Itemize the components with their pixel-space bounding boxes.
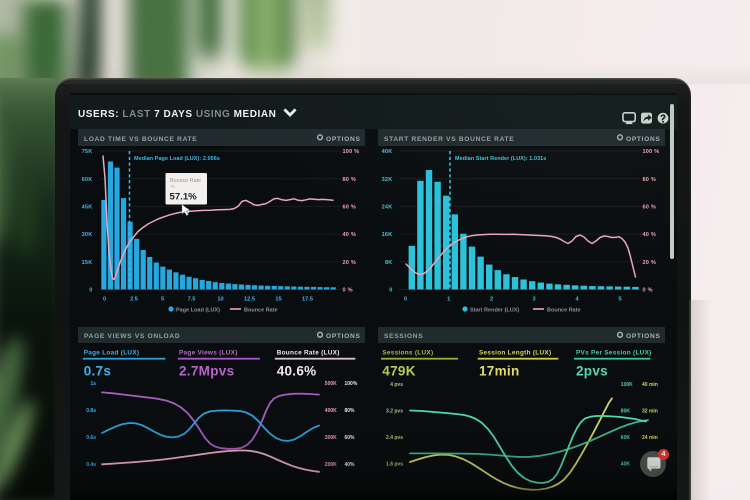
svg-text:80%: 80% xyxy=(345,408,356,414)
svg-text:Sessions (LUX): Sessions (LUX) xyxy=(382,350,433,357)
svg-text:1.6 pvs: 1.6 pvs xyxy=(386,462,403,468)
svg-text:Page Load (LUX): Page Load (LUX) xyxy=(84,350,140,357)
svg-text:0.7s: 0.7s xyxy=(84,364,111,379)
svg-text:5: 5 xyxy=(618,297,621,303)
svg-text:100K: 100K xyxy=(621,382,633,388)
svg-text:75K: 75K xyxy=(82,149,93,155)
svg-text:17min: 17min xyxy=(479,364,520,379)
svg-text:Page Views (LUX): Page Views (LUX) xyxy=(179,350,238,357)
svg-text:3: 3 xyxy=(532,297,535,303)
svg-text:100%: 100% xyxy=(345,381,358,387)
svg-text:0 %: 0 % xyxy=(343,288,353,294)
svg-text:40.6%: 40.6% xyxy=(277,364,317,379)
svg-text:10: 10 xyxy=(217,297,223,303)
svg-text:80 %: 80 % xyxy=(643,177,657,183)
svg-text:Page Load (LUX): Page Load (LUX) xyxy=(176,308,220,314)
svg-text:0: 0 xyxy=(103,297,106,303)
svg-text:Bounce Rate: Bounce Rate xyxy=(547,308,581,314)
svg-text:Start Render (LUX): Start Render (LUX) xyxy=(470,308,519,314)
svg-text:5: 5 xyxy=(161,297,164,303)
svg-text:7s: 7s xyxy=(170,184,176,189)
svg-text:80K: 80K xyxy=(621,409,631,415)
svg-text:32 min: 32 min xyxy=(642,409,658,415)
svg-text:60K: 60K xyxy=(82,177,93,183)
svg-text:2.4 pvs: 2.4 pvs xyxy=(386,435,403,441)
svg-text:12.5: 12.5 xyxy=(244,297,255,303)
svg-text:3.2 pvs: 3.2 pvs xyxy=(386,409,403,415)
svg-text:40 min: 40 min xyxy=(642,382,658,388)
svg-text:60%: 60% xyxy=(345,435,356,441)
svg-text:OPTIONS: OPTIONS xyxy=(326,136,361,143)
svg-text:0: 0 xyxy=(89,288,92,294)
svg-text:15: 15 xyxy=(275,297,281,303)
svg-text:200K: 200K xyxy=(325,462,337,468)
svg-text:START RENDER VS BOUNCE RATE: START RENDER VS BOUNCE RATE xyxy=(384,136,514,143)
svg-text:2: 2 xyxy=(490,297,493,303)
svg-text:Bounce Rate: Bounce Rate xyxy=(244,308,278,314)
svg-text:OPTIONS: OPTIONS xyxy=(626,333,661,340)
svg-text:0.4s: 0.4s xyxy=(86,462,96,468)
svg-text:0 %: 0 % xyxy=(643,288,653,294)
svg-text:40K: 40K xyxy=(382,149,393,155)
svg-text:60 %: 60 % xyxy=(643,205,657,211)
svg-text:100 %: 100 % xyxy=(643,149,660,155)
svg-text:40%: 40% xyxy=(345,462,356,468)
svg-text:PAGE VIEWS VS ONLOAD: PAGE VIEWS VS ONLOAD xyxy=(84,333,180,340)
svg-text:24K: 24K xyxy=(382,205,393,211)
svg-text:Bounce Rate (LUX): Bounce Rate (LUX) xyxy=(277,350,340,357)
svg-text:8K: 8K xyxy=(385,260,393,266)
svg-text:80 %: 80 % xyxy=(343,177,357,183)
svg-text:4: 4 xyxy=(575,297,579,303)
svg-text:40 %: 40 % xyxy=(343,232,357,238)
svg-text:OPTIONS: OPTIONS xyxy=(626,136,661,143)
svg-text:PVs Per Session (LUX): PVs Per Session (LUX) xyxy=(576,350,652,357)
svg-text:0.6s: 0.6s xyxy=(86,435,96,441)
svg-text:24 min: 24 min xyxy=(642,435,658,441)
svg-text:LOAD TIME VS BOUNCE RATE: LOAD TIME VS BOUNCE RATE xyxy=(84,136,197,143)
svg-text:Session Length (LUX): Session Length (LUX) xyxy=(479,350,551,357)
svg-text:4 pvs: 4 pvs xyxy=(390,382,403,388)
svg-text:2.7Mpvs: 2.7Mpvs xyxy=(179,364,234,379)
svg-text:17.5: 17.5 xyxy=(302,297,313,303)
svg-text:32K: 32K xyxy=(382,177,393,183)
svg-text:2pvs: 2pvs xyxy=(576,364,608,379)
svg-text:OPTIONS: OPTIONS xyxy=(326,333,361,340)
svg-text:30K: 30K xyxy=(82,232,93,238)
svg-text:500K: 500K xyxy=(325,381,337,387)
svg-text:40K: 40K xyxy=(621,462,631,468)
svg-text:57.1%: 57.1% xyxy=(170,192,198,203)
svg-text:60 %: 60 % xyxy=(343,205,357,211)
svg-text:SESSIONS: SESSIONS xyxy=(384,333,423,340)
svg-text:Median Start Render (LUX): 1.0: Median Start Render (LUX): 1.031s xyxy=(455,156,546,162)
svg-text:1s: 1s xyxy=(90,381,96,387)
svg-text:300K: 300K xyxy=(325,435,337,441)
svg-text:Bounce Rate: Bounce Rate xyxy=(170,178,201,184)
svg-text:479K: 479K xyxy=(382,364,415,379)
svg-text:15K: 15K xyxy=(82,260,93,266)
svg-text:45K: 45K xyxy=(82,205,93,211)
svg-text:60K: 60K xyxy=(621,435,631,441)
svg-text:0.8s: 0.8s xyxy=(86,408,96,414)
svg-text:1: 1 xyxy=(447,297,450,303)
svg-text:0: 0 xyxy=(404,297,407,303)
svg-text:20 %: 20 % xyxy=(343,260,357,266)
svg-text:2.5: 2.5 xyxy=(130,297,138,303)
svg-text:40 %: 40 % xyxy=(643,232,657,238)
svg-text:100 %: 100 % xyxy=(343,149,360,155)
svg-text:0: 0 xyxy=(389,288,392,294)
svg-text:16K: 16K xyxy=(382,232,393,238)
svg-text:Median Page Load (LUX): 2.056s: Median Page Load (LUX): 2.056s xyxy=(134,156,220,162)
svg-text:7.5: 7.5 xyxy=(188,297,196,303)
svg-text:400K: 400K xyxy=(325,408,337,414)
svg-text:20 %: 20 % xyxy=(643,260,657,266)
